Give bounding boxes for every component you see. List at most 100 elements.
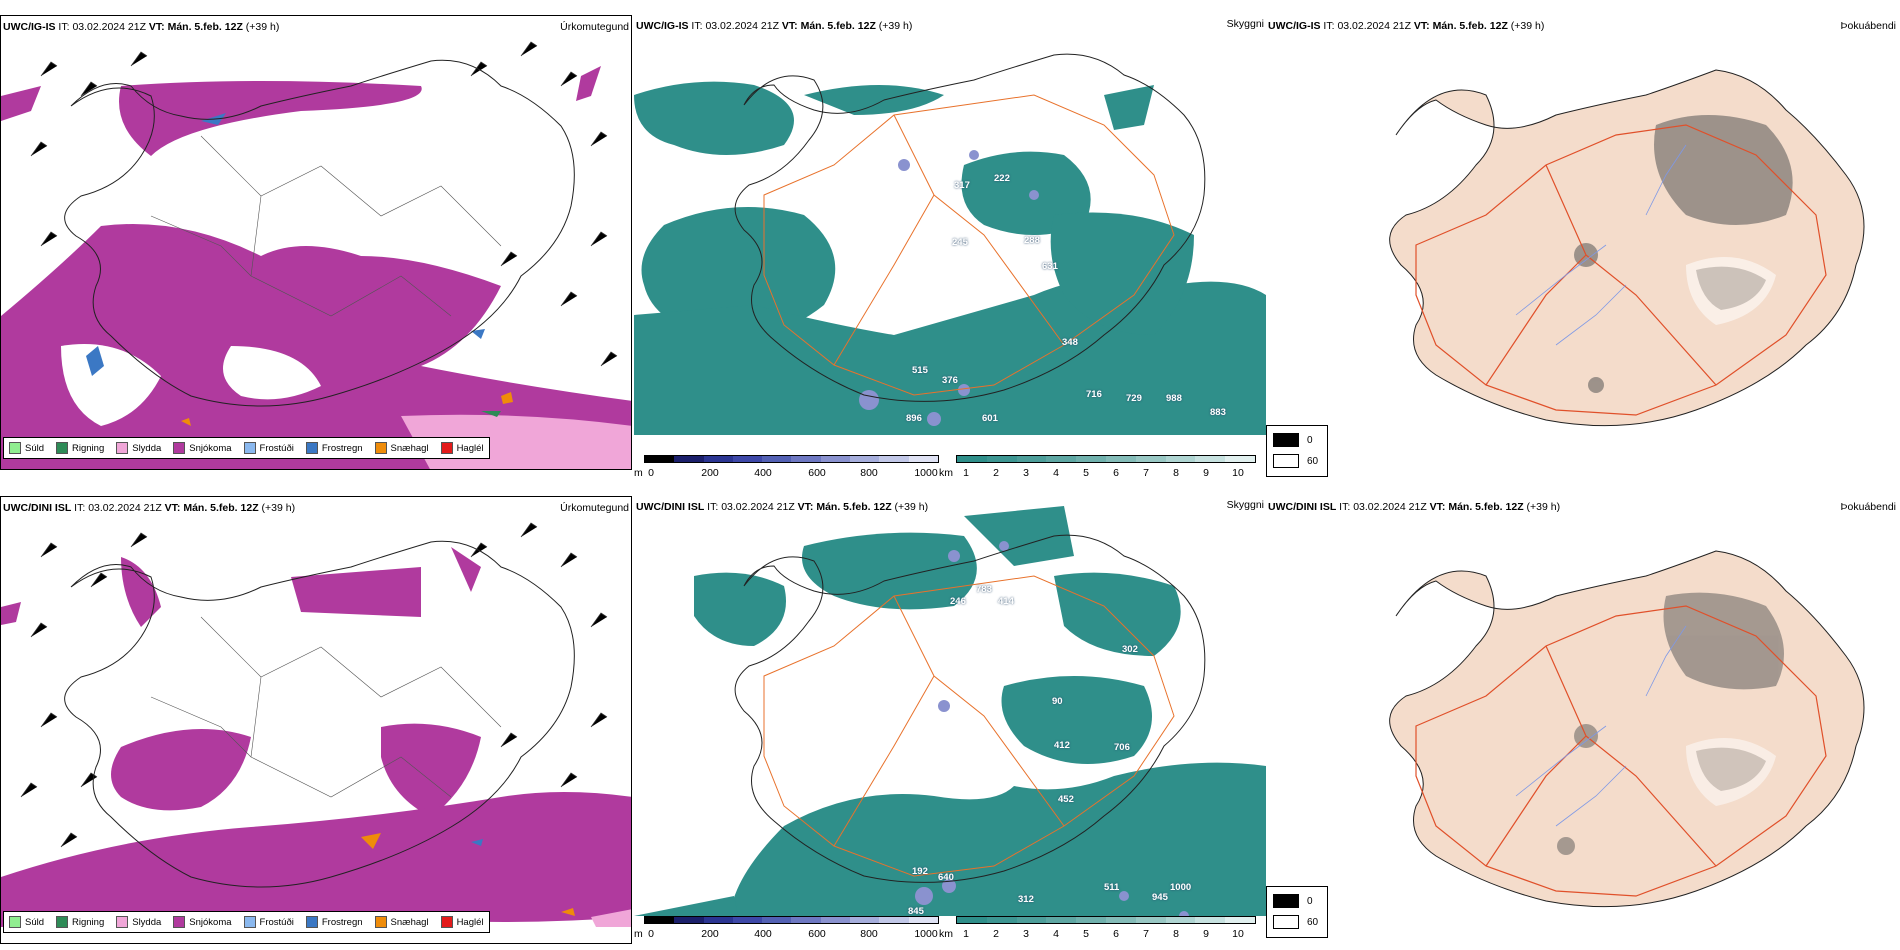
legend-item-snow: Snjókoma xyxy=(173,442,232,454)
panel-title: Þokuábendi xyxy=(1840,20,1896,32)
precip-type-map-top xyxy=(1,41,631,469)
roads xyxy=(763,94,1175,396)
visibility-label: 845 xyxy=(908,906,924,917)
panel-title: Skyggni xyxy=(1226,499,1264,511)
colorbar-tick: 8 xyxy=(1173,467,1179,479)
roads xyxy=(763,575,1175,877)
visibility-label: 317 xyxy=(954,180,970,191)
visibility-label: 706 xyxy=(1114,742,1130,753)
low-visibility-spots xyxy=(859,150,1039,426)
visibility-label: 729 xyxy=(1126,393,1142,404)
colorbar-tick: 6 xyxy=(1113,467,1119,479)
legend-item-sleet: Slydda xyxy=(116,442,161,454)
visibility-label: 988 xyxy=(1166,393,1182,404)
visibility-label: 1000 xyxy=(1170,882,1192,893)
colorbar-meters xyxy=(644,455,939,463)
colorbar-tick: 8 xyxy=(1173,928,1179,940)
country-boundaries xyxy=(150,135,502,317)
panel-title: Úrkomutegund xyxy=(560,21,629,33)
colorbar-kilometers xyxy=(956,916,1256,924)
colorbar-tick: 800 xyxy=(860,928,878,940)
visibility-colorbar: m 0 200 400 600 800 1000 km 1 2 3 4 5 6 … xyxy=(634,455,1266,481)
visibility-label: 452 xyxy=(1058,794,1074,805)
iceland-outline xyxy=(64,540,575,888)
colorbar-tick: 7 xyxy=(1143,467,1149,479)
colorbar-tick: 200 xyxy=(701,928,719,940)
colorbar-tick: 9 xyxy=(1203,928,1209,940)
rivers xyxy=(1515,144,1687,346)
visibility-label: 348 xyxy=(1062,337,1078,348)
visibility-label: 376 xyxy=(942,375,958,386)
visibility-label: 716 xyxy=(1086,389,1102,400)
legend-item-snow-grains: Snæhagl xyxy=(374,442,429,454)
country-boundaries xyxy=(150,616,502,798)
visibility-label: 192 xyxy=(912,866,928,877)
colorbar-unit-km: km xyxy=(939,467,953,479)
visibility-areas xyxy=(634,506,1266,916)
colorbar-tick: 0 xyxy=(648,467,654,479)
colorbar-unit-m: m xyxy=(634,928,643,940)
legend-item-frost-rain: Frostregn xyxy=(305,442,363,454)
colorbar-tick: 2 xyxy=(993,467,999,479)
legend-item-rain: Rigning xyxy=(56,916,104,928)
fog-legend-item: 60 xyxy=(1273,454,1318,468)
roads xyxy=(1415,605,1827,897)
colorbar-tick: 400 xyxy=(754,928,772,940)
legend-item-hail: Haglél xyxy=(440,442,484,454)
colorbar-tick: 5 xyxy=(1083,928,1089,940)
precip-type-panel-bottom: UWC/DINI ISL IT: 03.02.2024 21Z VT: Mán.… xyxy=(0,496,632,944)
wind-barbs xyxy=(20,522,618,848)
visibility-label: 945 xyxy=(1152,892,1168,903)
fog-shading xyxy=(1574,115,1793,393)
visibility-label: 631 xyxy=(1042,261,1058,272)
rivers xyxy=(1515,625,1687,827)
fog-panel-bottom: UWC/DINI ISL IT: 03.02.2024 21Z VT: Mán.… xyxy=(1266,496,1898,946)
visibility-label: 783 xyxy=(976,584,992,595)
iceland-outline xyxy=(734,534,1206,883)
colorbar-tick: 0 xyxy=(648,928,654,940)
colorbar-tick: 5 xyxy=(1083,467,1089,479)
legend-item-frost-drizzle: Frostúði xyxy=(243,442,294,454)
visibility-label: 90 xyxy=(1052,696,1063,707)
colorbar-tick: 1000 xyxy=(914,467,938,479)
panel-header: UWC/DINI ISL IT: 03.02.2024 21Z VT: Mán.… xyxy=(3,502,296,514)
visibility-label: 245 xyxy=(952,237,968,248)
iceland-outline xyxy=(64,59,575,407)
fog-legend-item: 60 xyxy=(1273,915,1318,929)
colorbar-tick: 7 xyxy=(1143,928,1149,940)
iceland-outline xyxy=(734,53,1206,402)
iceland-land xyxy=(1389,69,1865,427)
visibility-map-bottom xyxy=(634,506,1266,916)
visibility-map-top xyxy=(634,53,1266,435)
visibility-panel-top: UWC/IG-IS IT: 03.02.2024 21Z VT: Mán. 5.… xyxy=(634,15,1266,485)
visibility-colorbar: m 0 200 400 600 800 1000 km 1 2 3 4 5 6 … xyxy=(634,916,1266,942)
legend-item-snow-grains: Snæhagl xyxy=(374,916,429,928)
fog-legend: 0 60 xyxy=(1266,425,1328,477)
colorbar-unit-m: m xyxy=(634,467,643,479)
colorbar-tick: 2 xyxy=(993,928,999,940)
precip-legend: Súld Rigning Slydda Snjókoma Frostúði Fr… xyxy=(3,437,490,459)
panel-header: UWC/IG-IS IT: 03.02.2024 21Z VT: Mán. 5.… xyxy=(1268,20,1545,32)
fog-legend: 0 60 xyxy=(1266,886,1328,938)
visibility-label: 312 xyxy=(1018,894,1034,905)
panel-title: Úrkomutegund xyxy=(560,502,629,514)
colorbar-tick: 9 xyxy=(1203,467,1209,479)
legend-item-frost-drizzle: Frostúði xyxy=(243,916,294,928)
visibility-label: 412 xyxy=(1054,740,1070,751)
colorbar-tick: 3 xyxy=(1023,467,1029,479)
colorbar-tick: 1 xyxy=(963,467,969,479)
panel-header: UWC/IG-IS IT: 03.02.2024 21Z VT: Mán. 5.… xyxy=(3,21,280,33)
visibility-label: 511 xyxy=(1104,882,1120,893)
colorbar-tick: 10 xyxy=(1232,928,1244,940)
legend-item-sleet: Slydda xyxy=(116,916,161,928)
fog-map-bottom xyxy=(1389,550,1865,908)
colorbar-tick: 6 xyxy=(1113,928,1119,940)
colorbar-tick: 3 xyxy=(1023,928,1029,940)
precip-areas xyxy=(1,547,631,927)
legend-item-hail: Haglél xyxy=(440,916,484,928)
visibility-label: 414 xyxy=(998,596,1014,607)
legend-item-snow: Snjókoma xyxy=(173,916,232,928)
visibility-label: 222 xyxy=(994,173,1010,184)
colorbar-meters xyxy=(644,916,939,924)
colorbar-unit-km: km xyxy=(939,928,953,940)
